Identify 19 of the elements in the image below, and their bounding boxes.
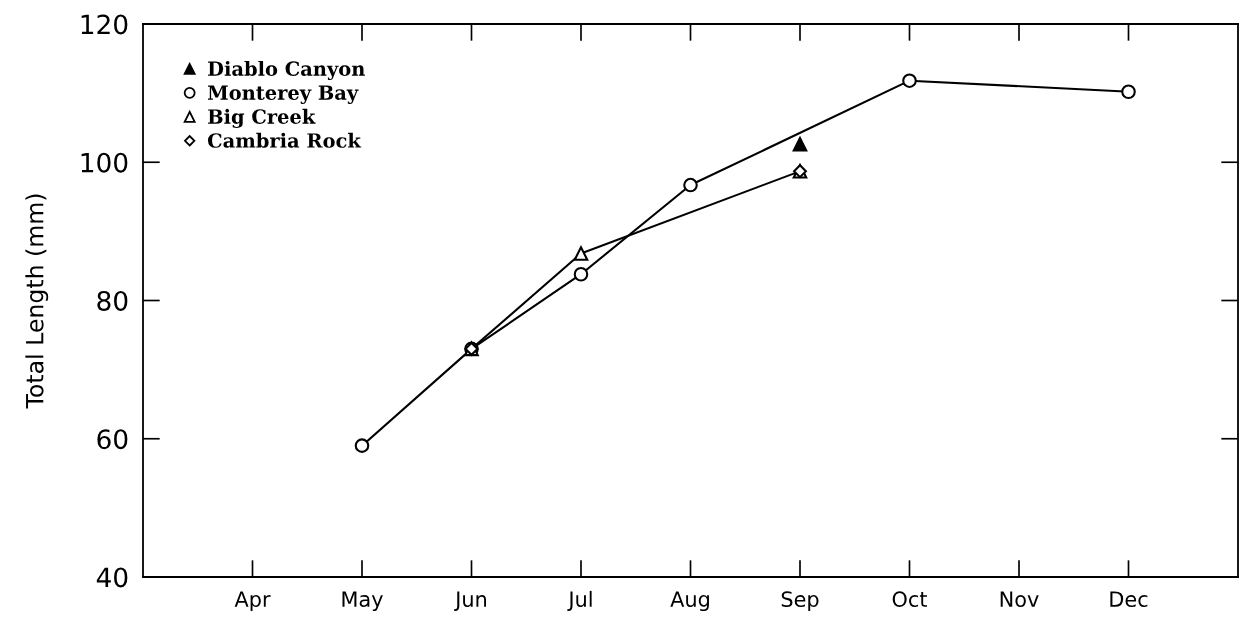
x-tick-label: Sep (781, 591, 819, 612)
legend-label: Monterey Bay (207, 85, 359, 104)
legend-label: Cambria Rock (207, 132, 362, 148)
x-tick-label: May (342, 591, 383, 612)
y-axis-title: Total Length (mm) (25, 194, 49, 409)
x-tick-label: Oct (892, 591, 928, 608)
y-tick-label: 120 (81, 14, 128, 35)
x-tick-label: Jul (567, 590, 592, 611)
y-tick-label: 60 (97, 429, 128, 450)
x-tick-label: Jun (454, 591, 487, 611)
legend-label: Big Creek (208, 108, 316, 128)
legend-label: Diablo Canyon (208, 60, 365, 81)
y-tick-label: 40 (96, 567, 128, 588)
x-tick-label: Apr (234, 591, 271, 612)
x-tick-label: Nov (1000, 591, 1039, 608)
x-tick-label: Aug (670, 591, 709, 612)
y-tick-label: 100 (81, 152, 128, 173)
x-tick-label: Dec (1110, 591, 1148, 608)
y-tick-label: 80 (97, 290, 128, 311)
